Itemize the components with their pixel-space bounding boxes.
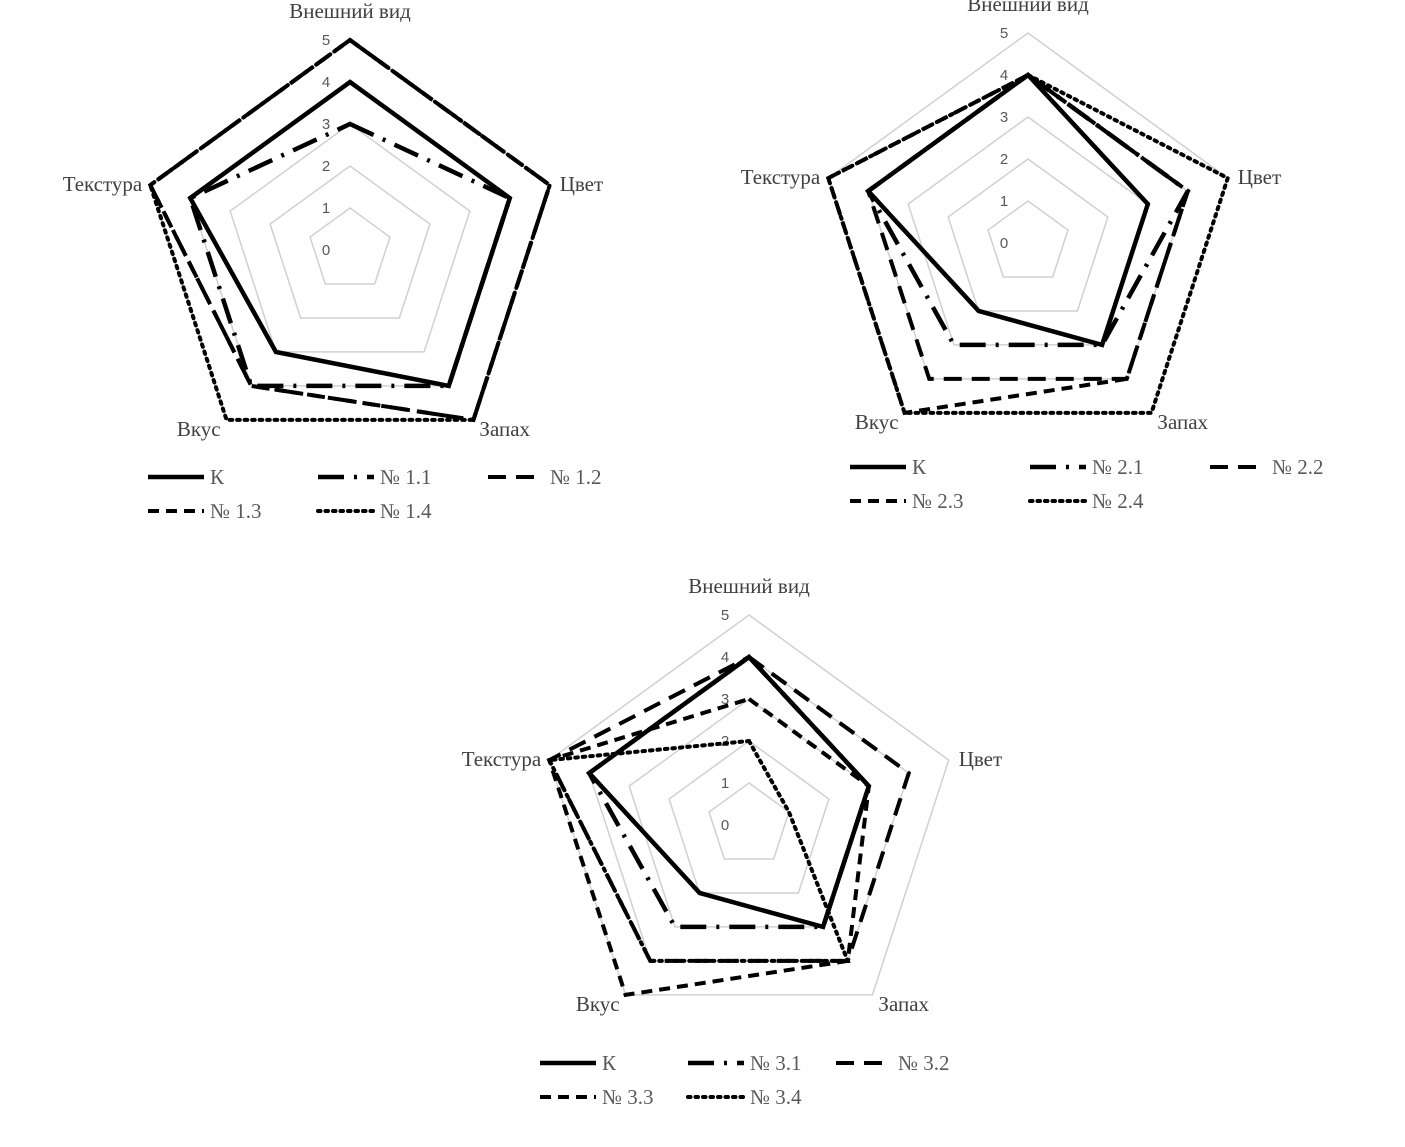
grid-ring-3 [229, 123, 471, 353]
legend: К № 1.1 № 1.2 № 1.3 № 1.4 [148, 465, 602, 523]
tick-label: 3 [1000, 109, 1008, 126]
series-line--2-4 [825, 72, 1231, 415]
axis-label: Цвет [959, 747, 1002, 771]
grid-ring-2 [668, 740, 830, 894]
grid-ring-5 [548, 614, 950, 996]
legend-label: № 2.3 [912, 489, 964, 513]
series-line-К [187, 79, 513, 389]
tick-label: 4 [1000, 67, 1008, 84]
tick-label: 4 [721, 649, 729, 666]
axis-label: Запах [878, 992, 929, 1016]
series-line--2-2 [865, 72, 1191, 381]
axis-label: Цвет [560, 172, 603, 196]
tick-label: 2 [322, 158, 330, 175]
series-line--3-3 [546, 696, 871, 998]
radar-chart-2: 0 1 2 3 4 5 Внешний вид Цвет Запах Вкус Текстура К №… [741, 0, 1324, 513]
tick-label: 4 [322, 74, 330, 91]
axis-label: Текстура [462, 747, 542, 771]
legend-label: № 1.1 [380, 465, 432, 489]
series-line--3-4 [546, 738, 851, 963]
legend-label: К [602, 1051, 617, 1075]
legend-label: № 1.2 [550, 465, 602, 489]
legend-label: К [912, 455, 927, 479]
grid-ring-1 [987, 200, 1069, 278]
tick-label: 1 [1000, 193, 1008, 210]
series-line--3-1 [586, 654, 872, 930]
legend-label: № 1.4 [380, 499, 432, 523]
legend-label: № 2.1 [1092, 455, 1144, 479]
series-line--1-1 [187, 121, 513, 389]
radar-chart-1: 0 1 2 3 4 5 Внешний вид Цвет Запах Вкус Текстура К №… [63, 0, 603, 523]
tick-label: 3 [721, 691, 729, 708]
legend-label: № 2.4 [1092, 489, 1144, 513]
legend-label: № 3.2 [898, 1051, 950, 1075]
axis-label: Запах [479, 417, 530, 441]
legend-label: № 3.3 [602, 1085, 654, 1109]
axis-label: Цвет [1238, 165, 1281, 189]
grid-ring-2 [947, 158, 1109, 312]
axis-label: Вкус [576, 992, 620, 1016]
tick-label: 1 [322, 200, 330, 217]
axis-label: Внешний вид [289, 0, 411, 23]
legend-label: К [210, 465, 225, 489]
grid-ring-1 [309, 207, 391, 285]
tick-label: 3 [322, 116, 330, 133]
legend-label: № 3.1 [750, 1051, 802, 1075]
grid-ring-2 [269, 165, 431, 319]
axis-label: Вкус [855, 410, 899, 434]
grid-ring-1 [708, 782, 790, 860]
axis-label: Внешний вид [688, 574, 810, 598]
axis-label: Запах [1157, 410, 1208, 434]
tick-label: 2 [1000, 151, 1008, 168]
legend: К № 2.1 № 2.2 № 2.3 № 2.4 [850, 455, 1324, 513]
series-line--2-3 [825, 72, 1191, 416]
axis-label: Внешний вид [967, 0, 1089, 16]
tick-label: 5 [322, 32, 330, 49]
tick-label: 5 [1000, 25, 1008, 42]
legend-label: № 3.4 [750, 1085, 802, 1109]
axis-label: Вкус [177, 417, 221, 441]
tick-label: 0 [1000, 235, 1008, 252]
tick-label: 5 [721, 607, 729, 624]
tick-label: 0 [322, 242, 330, 259]
legend-label: № 1.3 [210, 499, 262, 523]
legend-label: № 2.2 [1272, 455, 1324, 479]
legend: К № 3.1 № 3.2 № 3.3 № 3.4 [540, 1051, 950, 1109]
axis-label: Текстура [741, 165, 821, 189]
axis-label: Текстура [63, 172, 143, 196]
tick-label: 1 [721, 775, 729, 792]
series-line--1-4 [147, 37, 553, 422]
tick-label: 0 [721, 817, 729, 834]
series-line--2-1 [865, 72, 1191, 348]
